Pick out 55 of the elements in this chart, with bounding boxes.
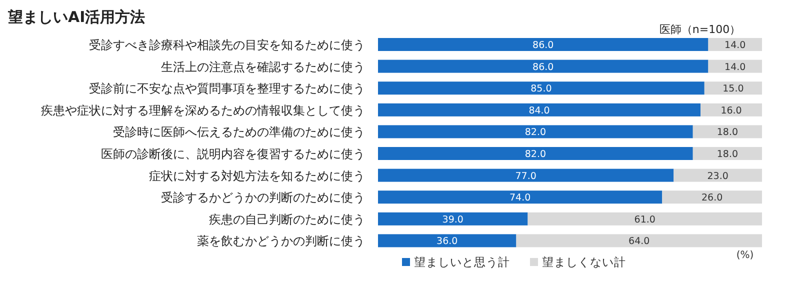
data-label: 61.0 <box>634 214 656 226</box>
y-tick-label: 受診するかどうかの判断のために使う <box>161 190 365 205</box>
bar <box>692 125 762 138</box>
bar <box>378 190 662 204</box>
chart-subtitle: 医師（n=100） <box>659 23 741 36</box>
data-label: 18.0 <box>716 149 738 160</box>
data-label: 39.0 <box>442 214 464 226</box>
bar <box>378 82 704 95</box>
data-label: 64.0 <box>628 236 650 248</box>
y-tick-label: 受診時に医師へ伝えるための準備のために使う <box>113 125 365 140</box>
data-label: 23.0 <box>707 170 728 182</box>
data-label: 16.0 <box>720 105 742 116</box>
y-tick-label: 薬を飲むかどうかの判断に使う <box>197 234 365 248</box>
bar <box>378 125 693 138</box>
bar <box>378 212 528 226</box>
y-tick-label: 疾患や症状に対する理解を深めるための情報収集として使う <box>41 103 365 118</box>
y-tick-label: 生活上の注意点を確認するために使う <box>161 60 365 74</box>
bar <box>692 147 762 160</box>
bar <box>378 103 701 116</box>
y-tick-label: 医師の診断後に、説明内容を復習するために使う <box>101 147 365 161</box>
data-label: 84.0 <box>528 105 550 116</box>
bar <box>378 60 708 73</box>
legend-label: 望ましくない計 <box>542 255 626 269</box>
bar <box>708 38 762 51</box>
y-tick-label: 疾患の自己判断のために使う <box>209 212 365 226</box>
bar <box>378 234 516 248</box>
y-tick-label: 受診前に不安な点や質問事項を整理するために使う <box>89 82 365 96</box>
data-label: 77.0 <box>515 170 536 182</box>
data-label: 26.0 <box>702 192 723 204</box>
data-label: 85.0 <box>530 84 552 95</box>
bar <box>378 168 674 182</box>
data-label: 18.0 <box>716 127 738 138</box>
bar <box>674 168 762 182</box>
bar <box>528 212 762 226</box>
data-label: 14.0 <box>724 40 746 51</box>
data-label: 82.0 <box>524 127 546 138</box>
legend-label: 望ましいと思う計 <box>414 255 510 269</box>
bar <box>704 82 762 95</box>
data-label: 15.0 <box>722 84 744 95</box>
bar <box>700 103 762 116</box>
text: 望ましいAI活用方法 <box>7 8 146 26</box>
data-label: 74.0 <box>510 192 531 204</box>
bar <box>378 147 693 160</box>
bar <box>662 190 762 204</box>
bar <box>378 38 708 51</box>
annotation: (%) <box>736 250 754 261</box>
bar <box>516 234 762 248</box>
y-tick-label: 受診すべき診療科や相談先の目安を知るために使う <box>89 38 365 52</box>
data-label: 86.0 <box>532 62 554 73</box>
data-label: 36.0 <box>436 236 458 248</box>
data-label: 86.0 <box>532 40 554 51</box>
bar <box>708 60 762 73</box>
data-label: 82.0 <box>524 149 546 160</box>
y-tick-label: 症状に対する対処方法を知るために使う <box>149 168 365 183</box>
data-label: 14.0 <box>724 62 746 73</box>
